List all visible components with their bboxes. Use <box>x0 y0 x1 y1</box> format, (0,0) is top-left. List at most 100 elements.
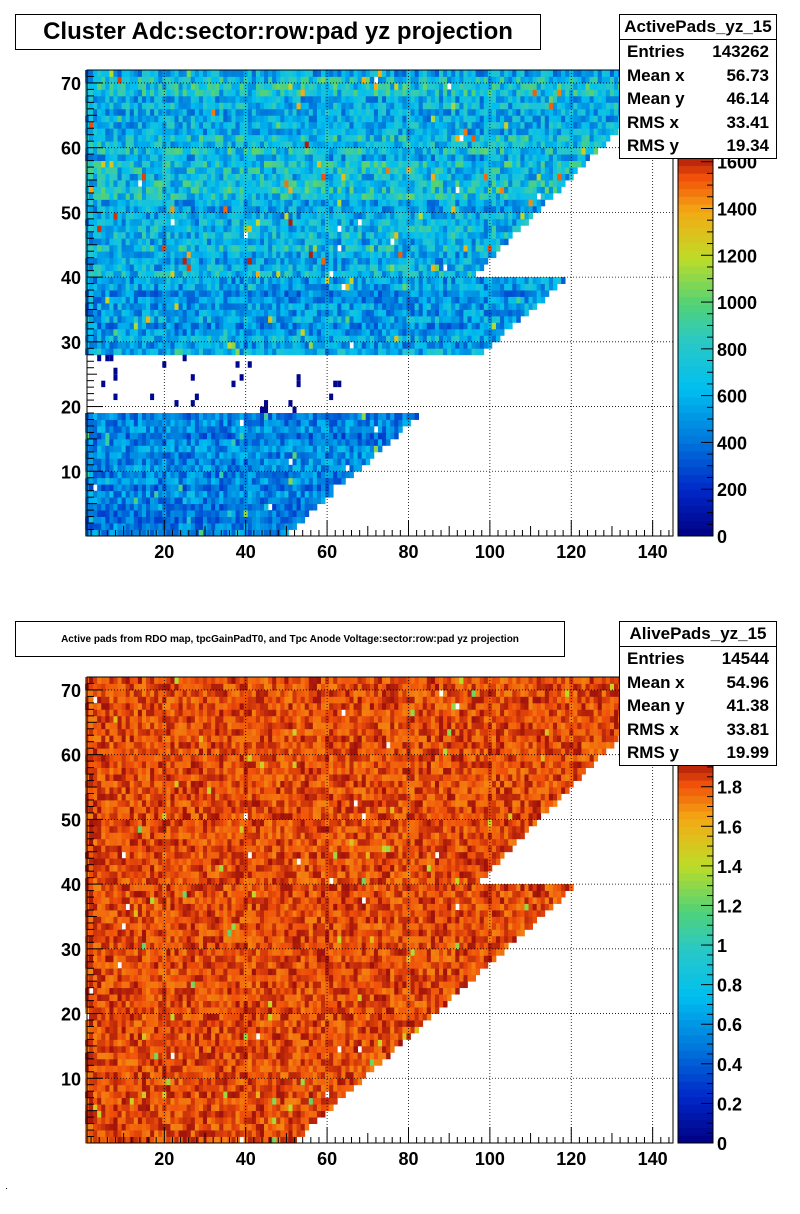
heatmap-cell <box>137 173 143 181</box>
heatmap-cell <box>410 264 415 272</box>
heatmap-cell <box>394 147 399 155</box>
heatmap-cell <box>280 451 285 459</box>
heatmap-cell <box>150 147 155 155</box>
heatmap-cell <box>186 141 192 149</box>
heatmap-cell <box>247 432 253 440</box>
heatmap-cell <box>410 328 415 336</box>
heatmap-cell <box>300 348 306 356</box>
heatmap-cell <box>247 510 253 517</box>
heatmap-cell <box>255 238 261 246</box>
heatmap-cell <box>117 510 122 517</box>
heatmap-cell <box>369 147 375 155</box>
heatmap-cell <box>243 328 249 336</box>
heatmap-cell <box>382 205 387 213</box>
heatmap-cell <box>154 231 159 239</box>
heatmap-cell <box>337 477 342 485</box>
heatmap-cell <box>239 335 245 343</box>
heatmap-cell <box>97 484 102 492</box>
heatmap-cell <box>117 322 122 330</box>
heatmap-cell <box>312 186 318 194</box>
heatmap-cell <box>158 186 163 194</box>
heatmap-cell <box>495 231 501 239</box>
heatmap-cell <box>382 225 387 233</box>
heatmap-cell <box>479 264 485 272</box>
heatmap-cell <box>146 413 151 420</box>
heatmap-cell <box>361 134 367 142</box>
heatmap-cell <box>565 160 570 168</box>
heatmap-cell <box>443 296 448 304</box>
heatmap-cell <box>483 186 489 194</box>
heatmap-cell <box>117 471 122 479</box>
heatmap-cell <box>190 283 196 291</box>
heatmap-cell <box>166 238 171 246</box>
heatmap-cell <box>410 257 415 265</box>
heatmap-cell <box>223 167 228 174</box>
heatmap-cell <box>418 309 424 317</box>
heatmap-cell <box>141 445 147 453</box>
heatmap-cell <box>406 419 411 427</box>
heatmap-cell <box>296 497 302 505</box>
heatmap-cell <box>150 225 155 233</box>
heatmap-cell <box>101 225 106 233</box>
heatmap-cell <box>182 303 188 310</box>
heatmap-cell <box>308 264 314 272</box>
heatmap-cell <box>231 497 236 505</box>
heatmap-cell <box>312 451 318 459</box>
heatmap-cell <box>166 425 171 433</box>
heatmap-cell <box>121 270 127 278</box>
heatmap-cell <box>129 186 135 194</box>
heatmap-cell <box>186 160 192 168</box>
heatmap-cell <box>495 290 501 297</box>
heatmap-cell <box>174 186 179 194</box>
heatmap-cell <box>280 529 285 537</box>
heatmap-cell <box>292 303 297 310</box>
heatmap-cell <box>259 322 265 330</box>
heatmap-cell <box>211 225 216 233</box>
heatmap-cell <box>312 458 318 466</box>
heatmap-cell <box>215 471 220 479</box>
heatmap-cell <box>272 303 277 310</box>
heatmap-cell <box>394 348 399 356</box>
heatmap-cell <box>312 438 318 446</box>
heatmap-cell <box>552 186 558 194</box>
heatmap-cell <box>219 315 224 323</box>
heatmap-cell <box>101 290 106 297</box>
heatmap-cell <box>365 134 371 142</box>
heatmap-cell <box>264 432 269 440</box>
heatmap-cell <box>414 205 420 213</box>
heatmap-cell <box>479 225 485 233</box>
heatmap-cell <box>329 205 334 213</box>
heatmap-cell <box>304 451 310 459</box>
heatmap-cell <box>475 315 481 323</box>
heatmap-cell <box>300 445 306 453</box>
heatmap-cell <box>113 225 118 233</box>
heatmap-cell <box>284 503 289 511</box>
heatmap-cell <box>504 199 509 207</box>
heatmap-cell <box>125 173 131 181</box>
heatmap-cell <box>137 134 143 142</box>
heatmap-cell <box>479 231 485 239</box>
heatmap-cell <box>101 180 106 187</box>
heatmap-cell <box>89 335 94 343</box>
heatmap-cell <box>190 296 196 304</box>
heatmap-cell <box>422 180 428 187</box>
heatmap-cell <box>280 464 285 472</box>
heatmap-cell <box>178 238 183 246</box>
heatmap-cell <box>377 432 383 440</box>
heatmap-cell <box>276 484 281 492</box>
heatmap-cell <box>166 283 171 291</box>
heatmap-cell <box>231 283 236 291</box>
heatmap-cell <box>227 141 232 149</box>
heatmap-cell <box>345 413 350 420</box>
heatmap-cell <box>386 296 391 304</box>
heatmap-cell <box>125 225 131 233</box>
heatmap-cell <box>219 471 224 479</box>
heatmap-cell <box>365 328 371 336</box>
heatmap-cell <box>365 445 371 453</box>
heatmap-cell <box>154 328 159 336</box>
heatmap-cell <box>414 270 420 278</box>
heatmap-cell <box>345 205 350 213</box>
heatmap-cell <box>89 484 94 492</box>
heatmap-cell <box>219 167 224 174</box>
heatmap-cell <box>194 425 200 433</box>
